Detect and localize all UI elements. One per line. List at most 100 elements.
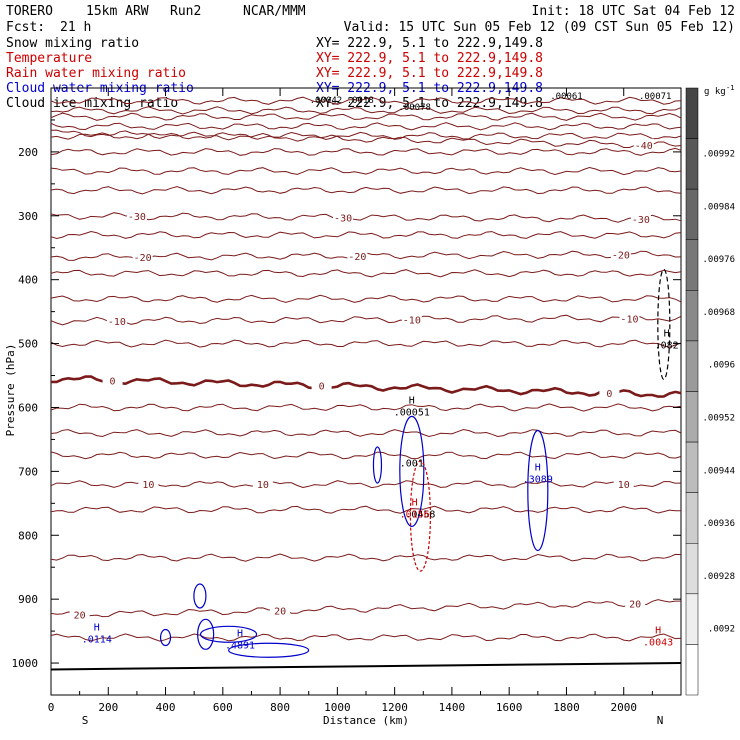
model-name: TORERO — [6, 4, 53, 19]
contour-label: 0 — [319, 382, 325, 393]
x-tick-label: 1000 — [324, 701, 351, 714]
temperature-contour--30 — [50, 212, 682, 223]
rain-water-marker-1: H — [655, 625, 661, 636]
x-axis-title: Distance (km) — [323, 714, 409, 727]
x-tick-label: 200 — [98, 701, 118, 714]
legend-name-0: Snow mixing ratio — [6, 36, 139, 51]
contour-label-bg — [69, 608, 90, 621]
contour-label-bg — [610, 248, 631, 261]
isotherm-line — [50, 269, 682, 278]
contour-label: 0 — [606, 389, 612, 400]
snow-marker-0: H — [664, 328, 670, 339]
contour-label: -20 — [134, 253, 152, 264]
isotherm-line — [50, 451, 682, 460]
colorbar-segment — [685, 441, 699, 493]
run-name: Run2 — [170, 4, 201, 19]
contour-label-bg — [270, 604, 291, 617]
top-label-2: .00078 — [398, 103, 431, 113]
cloud-water-value-2: .3089 — [523, 475, 553, 486]
x-tick-label: 0 — [48, 701, 55, 714]
contour-label-bg — [106, 314, 127, 327]
contour-layer: -40 -30 -30 -30 -20 -20 -20 -10 -10 -10 0 0 0 10 10 10 2… — [50, 96, 682, 671]
legend-name-4: Cloud ice mixing ratio — [6, 96, 178, 111]
colorbar-unit-exp: -1 — [726, 84, 734, 92]
cloud-water-marker-0: H — [94, 622, 100, 633]
colorbar-label: .00928 — [702, 572, 735, 582]
colorbar-segment — [685, 188, 699, 241]
x-tick-label: 600 — [213, 701, 233, 714]
contour-label: -40 — [635, 141, 653, 152]
end-label-north: N — [657, 714, 664, 727]
contour-label: 20 — [274, 606, 286, 617]
x-tick-label: 1800 — [553, 701, 580, 714]
top-label-0: .00042 — [310, 96, 343, 106]
contour-label-bg — [132, 250, 153, 263]
contour-label: -30 — [334, 213, 352, 224]
top-label-3: .00061 — [550, 92, 583, 102]
colorbar-label: .00952 — [702, 414, 735, 424]
temperature-contour-20 — [50, 599, 681, 618]
y-tick-label: 500 — [18, 338, 38, 351]
axes-layer: 0 200 400 600 800 1000 1200 1400 1600 1800 2000200… — [12, 88, 681, 714]
surface-line — [50, 662, 682, 671]
cloud-water-cell — [193, 583, 207, 609]
contour-label: 0 — [110, 376, 116, 387]
contour-label: 20 — [629, 599, 641, 610]
contour-label-bg — [347, 249, 368, 262]
x-tick-label: 400 — [156, 701, 176, 714]
colorbar-segment — [685, 391, 699, 443]
snow-cell — [657, 268, 671, 381]
temperature-contour--40 — [50, 129, 682, 148]
cloud-water-cell — [372, 446, 383, 484]
cloud-water-cell — [197, 618, 215, 650]
legend-xy-0: XY= 222.9, 5.1 to 222.9,149.8 — [316, 36, 543, 51]
contour-label-bg — [252, 478, 273, 491]
legend-name-1: Temperature — [6, 51, 92, 66]
cloud-water-cell — [228, 642, 310, 658]
contour-label: -20 — [348, 252, 366, 263]
colorbar-segment — [685, 593, 699, 645]
isotherm-line — [50, 131, 682, 141]
colorbar-segment — [685, 290, 699, 342]
isotherm-line — [50, 122, 682, 131]
colorbar-segment — [685, 492, 699, 544]
cloud-ice-marker-0: H — [409, 395, 415, 406]
y-tick-label: 300 — [18, 210, 38, 223]
cloud-ice-value-1: .001 — [400, 459, 424, 470]
contour-label: -30 — [128, 212, 146, 223]
contour-label-bg — [138, 478, 159, 491]
top-label-4: .00071 — [639, 92, 672, 102]
legend-name-2: Rain water mixing ratio — [6, 66, 186, 81]
isotherm-line — [50, 553, 682, 562]
contour-label-bg — [401, 313, 422, 326]
legend-xy-1: XY= 222.9, 5.1 to 222.9,149.8 — [316, 51, 543, 66]
y-tick-label: 800 — [18, 529, 38, 542]
contour-label: -10 — [108, 317, 126, 328]
colorbar-segment — [685, 87, 699, 139]
y-axis-title: Pressure (hPa) — [4, 344, 17, 437]
y-tick-label: 900 — [18, 593, 38, 606]
colorbar-segment — [685, 543, 699, 595]
contour-label: -10 — [620, 314, 638, 325]
isotherm-line — [50, 505, 681, 514]
isotherm-line — [50, 428, 682, 438]
colorbar-segment — [685, 138, 699, 190]
contour-label-bg — [599, 386, 620, 399]
y-tick-label: 1000 — [12, 657, 39, 670]
contour-label-bg — [625, 597, 646, 610]
colorbar-segment — [685, 644, 699, 696]
colorbar-label: .00976 — [702, 255, 735, 265]
cloud-water-cell — [199, 625, 258, 643]
contour-label-bg — [333, 211, 354, 224]
rain-water-marker-0: H — [412, 498, 418, 509]
contour-label: -20 — [612, 250, 630, 261]
init-time: Init: 18 UTC Sat 04 Feb 12 — [532, 4, 736, 19]
valid-time: Valid: 15 UTC Sun 05 Feb 12 (09 CST Sun … — [344, 20, 735, 35]
isotherm-line — [50, 339, 682, 348]
y-tick-label: 700 — [18, 465, 38, 478]
contour-label: 20 — [74, 611, 86, 622]
temperature-contour-0 — [51, 375, 682, 398]
temperature-contour--10 — [50, 314, 682, 326]
top-label-1: .0018 — [347, 96, 374, 106]
org-name: NCAR/MMM — [243, 4, 306, 19]
